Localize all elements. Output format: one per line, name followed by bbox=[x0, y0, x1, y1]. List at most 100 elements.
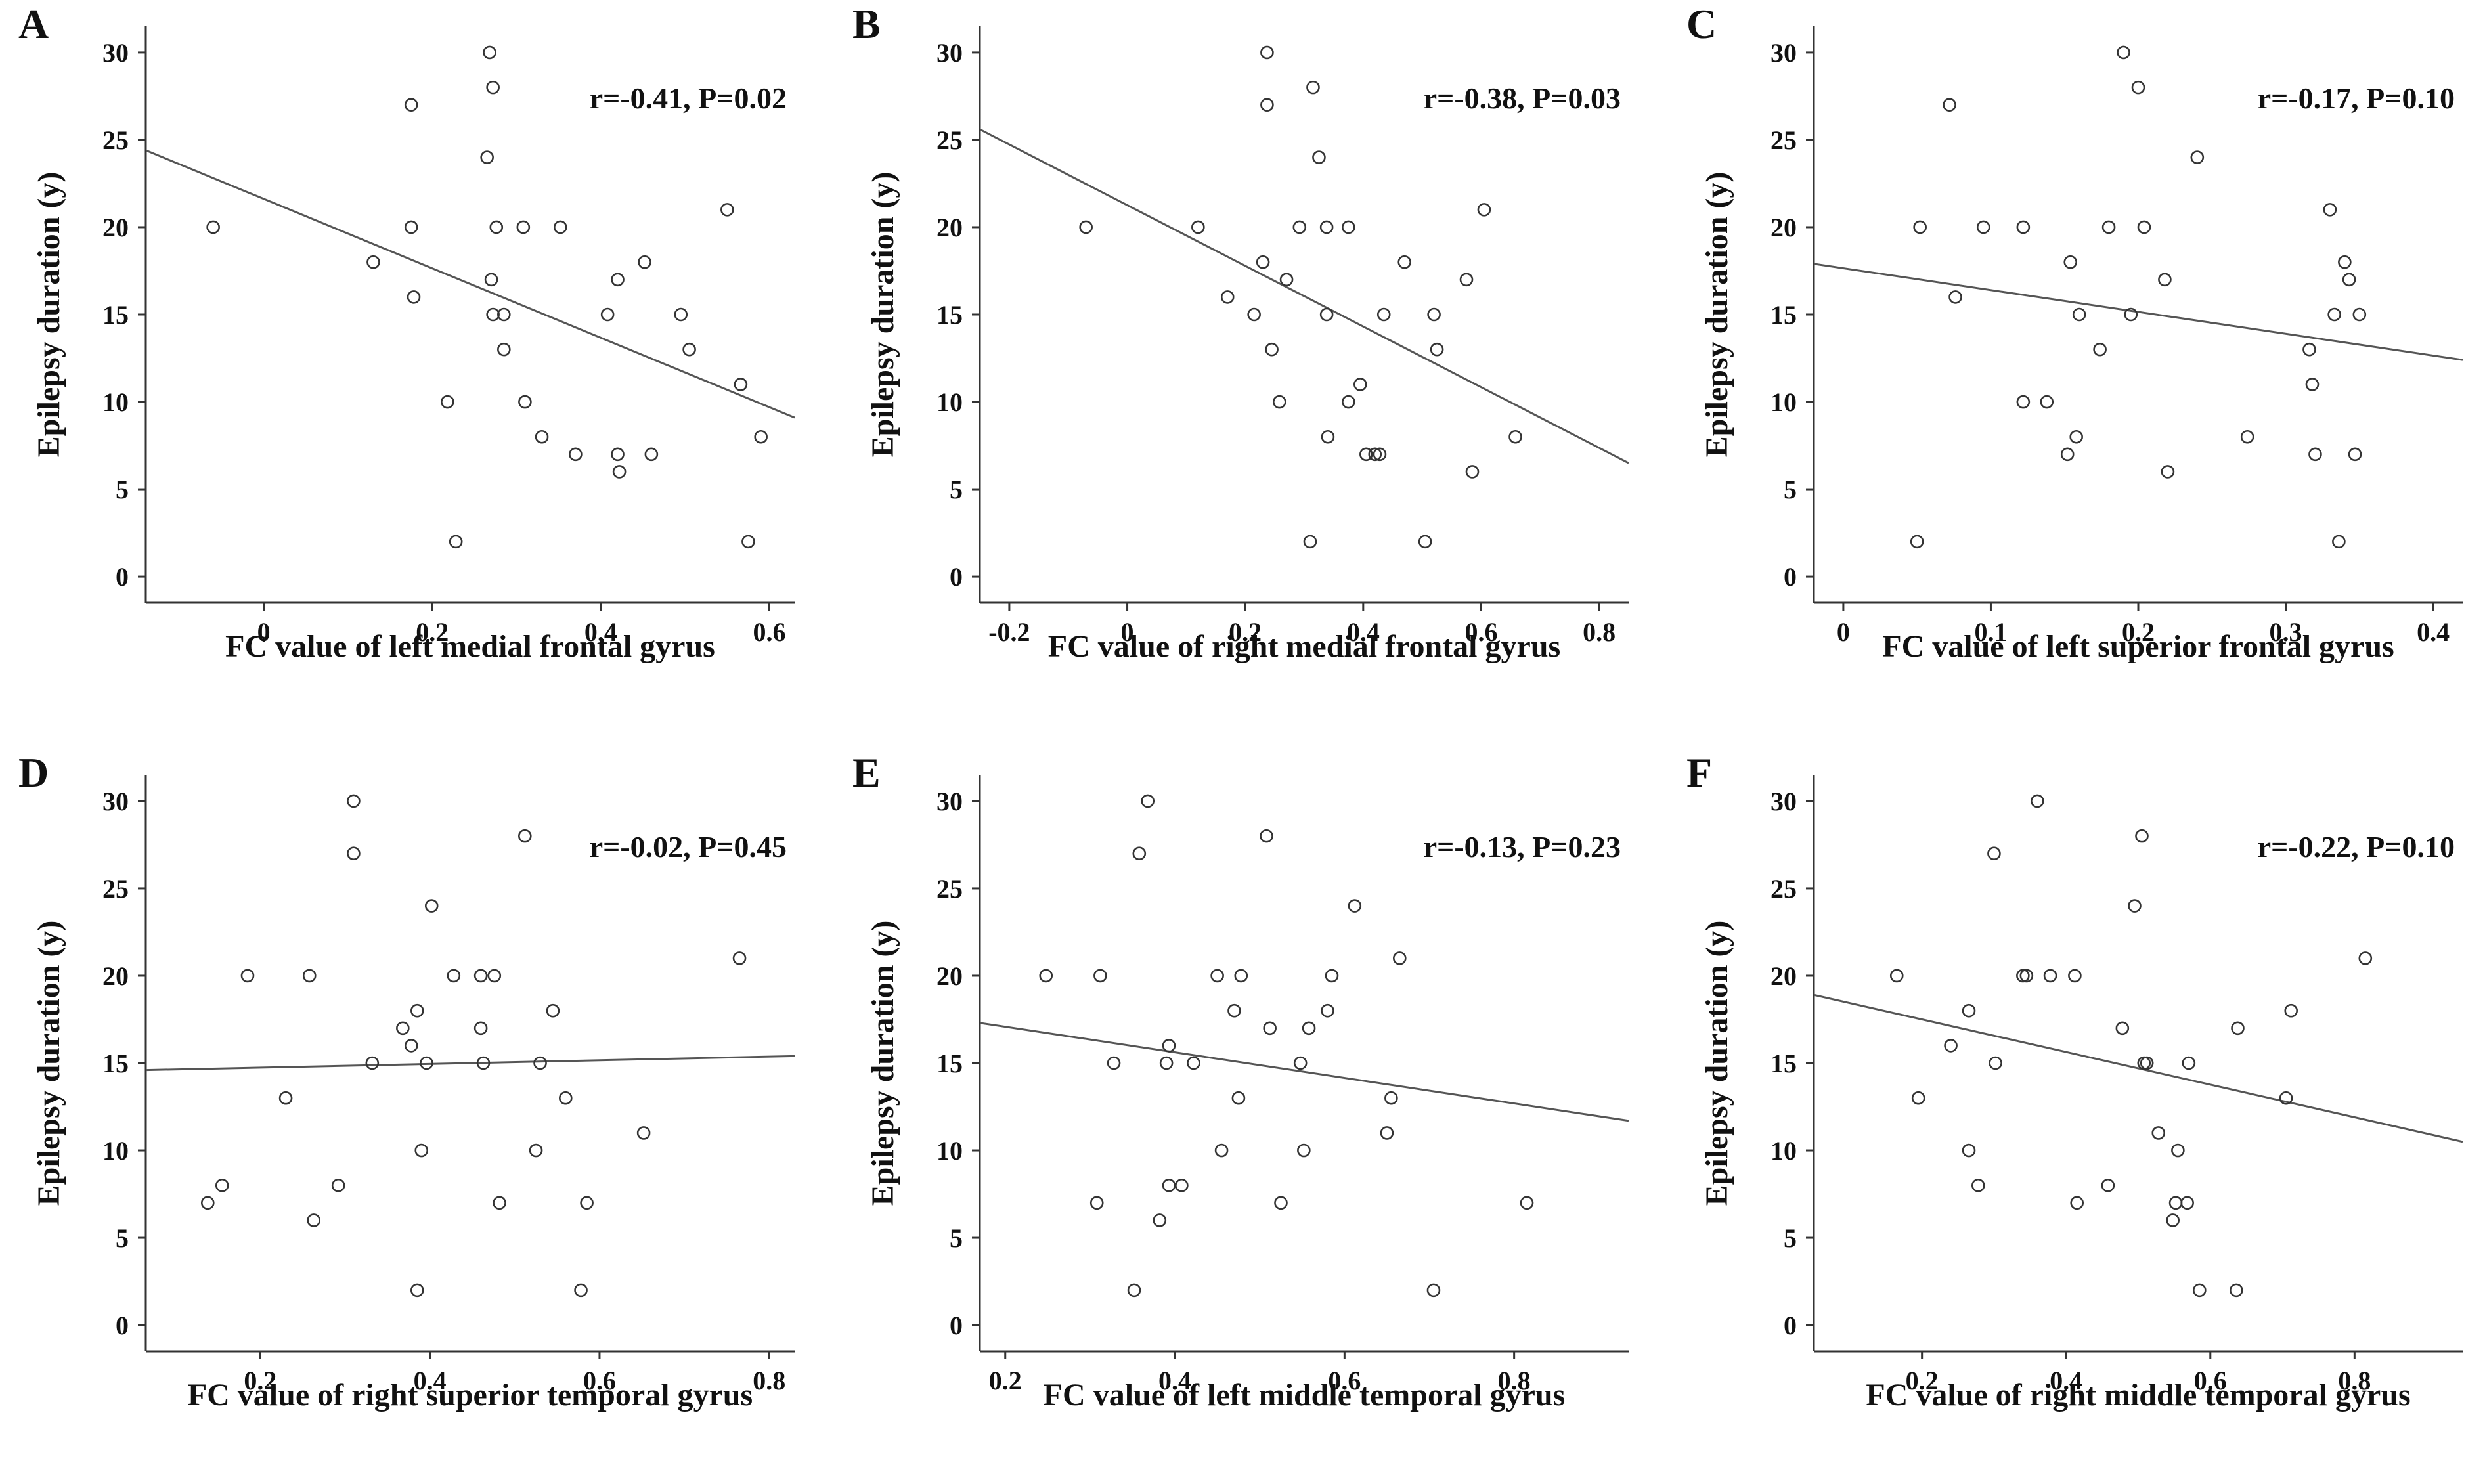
data-point bbox=[2190, 150, 2205, 164]
y-tick-label: 30 bbox=[1770, 38, 1797, 68]
data-point bbox=[674, 307, 688, 322]
data-point bbox=[1256, 255, 1270, 269]
x-tick-label: 0.2 bbox=[416, 617, 449, 647]
data-point bbox=[1477, 203, 1491, 217]
data-point bbox=[1079, 220, 1093, 234]
y-tick-label: 20 bbox=[102, 213, 129, 242]
data-point bbox=[1342, 220, 1355, 234]
data-point bbox=[553, 220, 567, 234]
fit-line bbox=[980, 128, 1629, 464]
data-point bbox=[302, 969, 317, 983]
data-point bbox=[720, 203, 734, 217]
x-tick-label: -0.2 bbox=[988, 617, 1030, 647]
y-tick-label: 30 bbox=[936, 38, 963, 68]
data-point bbox=[497, 307, 511, 322]
data-point bbox=[2279, 1091, 2293, 1105]
data-point bbox=[1384, 1091, 1398, 1105]
data-point bbox=[487, 969, 502, 983]
data-point bbox=[2332, 535, 2346, 549]
y-tick-label: 20 bbox=[936, 961, 963, 991]
data-point bbox=[1039, 969, 1053, 983]
data-point bbox=[410, 1283, 424, 1298]
y-tick-label: 20 bbox=[102, 961, 129, 991]
data-point bbox=[2158, 273, 2172, 287]
x-tick-label: 0.4 bbox=[584, 617, 617, 647]
x-tick-label: 0.6 bbox=[1328, 1366, 1361, 1395]
data-point bbox=[558, 1091, 573, 1105]
y-tick-label: 30 bbox=[1770, 787, 1797, 816]
data-point bbox=[1260, 45, 1274, 60]
x-tick-label: 0.8 bbox=[1498, 1366, 1531, 1395]
data-point bbox=[600, 307, 615, 322]
y-axis-title: Epilepsy duration (y) bbox=[866, 172, 900, 458]
y-tick-label: 15 bbox=[936, 300, 963, 330]
data-point bbox=[441, 395, 454, 409]
data-point bbox=[611, 273, 625, 287]
data-point bbox=[580, 1196, 594, 1210]
x-tick-label: 0.4 bbox=[2050, 1366, 2082, 1395]
data-point bbox=[476, 1056, 491, 1070]
data-point bbox=[1227, 1003, 1241, 1018]
data-point bbox=[754, 429, 768, 444]
y-tick-label: 25 bbox=[936, 874, 963, 904]
data-point bbox=[2284, 1003, 2298, 1018]
data-point bbox=[1231, 1091, 1246, 1105]
data-point bbox=[1210, 969, 1224, 983]
x-tick-label: 0.8 bbox=[2338, 1366, 2371, 1395]
data-point bbox=[1913, 220, 1927, 234]
data-point bbox=[2117, 45, 2130, 60]
data-point bbox=[414, 1143, 429, 1158]
data-point bbox=[2151, 1126, 2166, 1140]
y-tick-label: 5 bbox=[950, 475, 963, 504]
data-point bbox=[1943, 98, 1956, 112]
data-point bbox=[1260, 829, 1273, 843]
data-point bbox=[1306, 80, 1320, 95]
data-point bbox=[2124, 307, 2138, 322]
panel-a: A 0 5 10 15 20 25 30 0 0.2 0.4 0.6 FC value of left … bbox=[0, 0, 795, 664]
data-point bbox=[574, 1283, 588, 1298]
data-point bbox=[2180, 1196, 2194, 1210]
data-point bbox=[1302, 1021, 1316, 1036]
data-point bbox=[489, 220, 504, 234]
data-point bbox=[2166, 1213, 2180, 1227]
y-tick-label: 10 bbox=[102, 1136, 129, 1166]
data-point bbox=[404, 98, 418, 112]
x-tick-label: 0.4 bbox=[414, 1366, 447, 1395]
scatter-plot: E 0 5 10 15 20 25 30 0.2 0.4 0.6 0.8FC value of lef… bbox=[852, 749, 1629, 1412]
x-tick-label: 0.3 bbox=[2270, 617, 2302, 647]
scatter-plot: D 0 5 10 15 20 25 30 0.2 0.4 0.6 0.8FC value of rig… bbox=[18, 749, 795, 1412]
data-point bbox=[484, 273, 498, 287]
y-tick-label: 5 bbox=[1784, 475, 1797, 504]
data-point bbox=[486, 80, 500, 95]
data-point bbox=[516, 220, 531, 234]
data-point bbox=[1989, 1056, 2002, 1070]
data-point bbox=[2240, 429, 2254, 444]
data-point bbox=[1948, 290, 1962, 304]
data-point bbox=[1292, 220, 1307, 234]
y-tick-label: 20 bbox=[1770, 213, 1797, 242]
data-point bbox=[1297, 1143, 1311, 1158]
data-point bbox=[1380, 1126, 1394, 1140]
data-point bbox=[2338, 255, 2352, 269]
y-tick-label: 25 bbox=[102, 125, 129, 155]
data-point bbox=[2043, 969, 2057, 983]
data-point bbox=[1260, 98, 1274, 112]
data-point bbox=[2072, 307, 2086, 322]
data-point bbox=[2016, 220, 2031, 234]
y-tick-label: 25 bbox=[1770, 125, 1797, 155]
y-tick-label: 5 bbox=[116, 1223, 129, 1253]
data-point bbox=[449, 535, 463, 549]
data-point bbox=[1987, 846, 2001, 861]
data-point bbox=[732, 951, 747, 965]
data-point bbox=[366, 255, 380, 269]
fit-line bbox=[146, 149, 795, 419]
data-point bbox=[331, 1178, 345, 1192]
data-point bbox=[2323, 203, 2337, 217]
scatter-plot: C 0 5 10 15 20 25 30 0 0.1 0.2 0.3 0.4 FC value of le… bbox=[1686, 1, 2463, 664]
data-point bbox=[1397, 255, 1411, 269]
data-point bbox=[2308, 447, 2322, 462]
y-tick-label: 30 bbox=[102, 38, 129, 68]
data-point bbox=[518, 829, 532, 843]
data-point bbox=[2352, 307, 2367, 322]
y-tick-label: 0 bbox=[1784, 1311, 1797, 1340]
